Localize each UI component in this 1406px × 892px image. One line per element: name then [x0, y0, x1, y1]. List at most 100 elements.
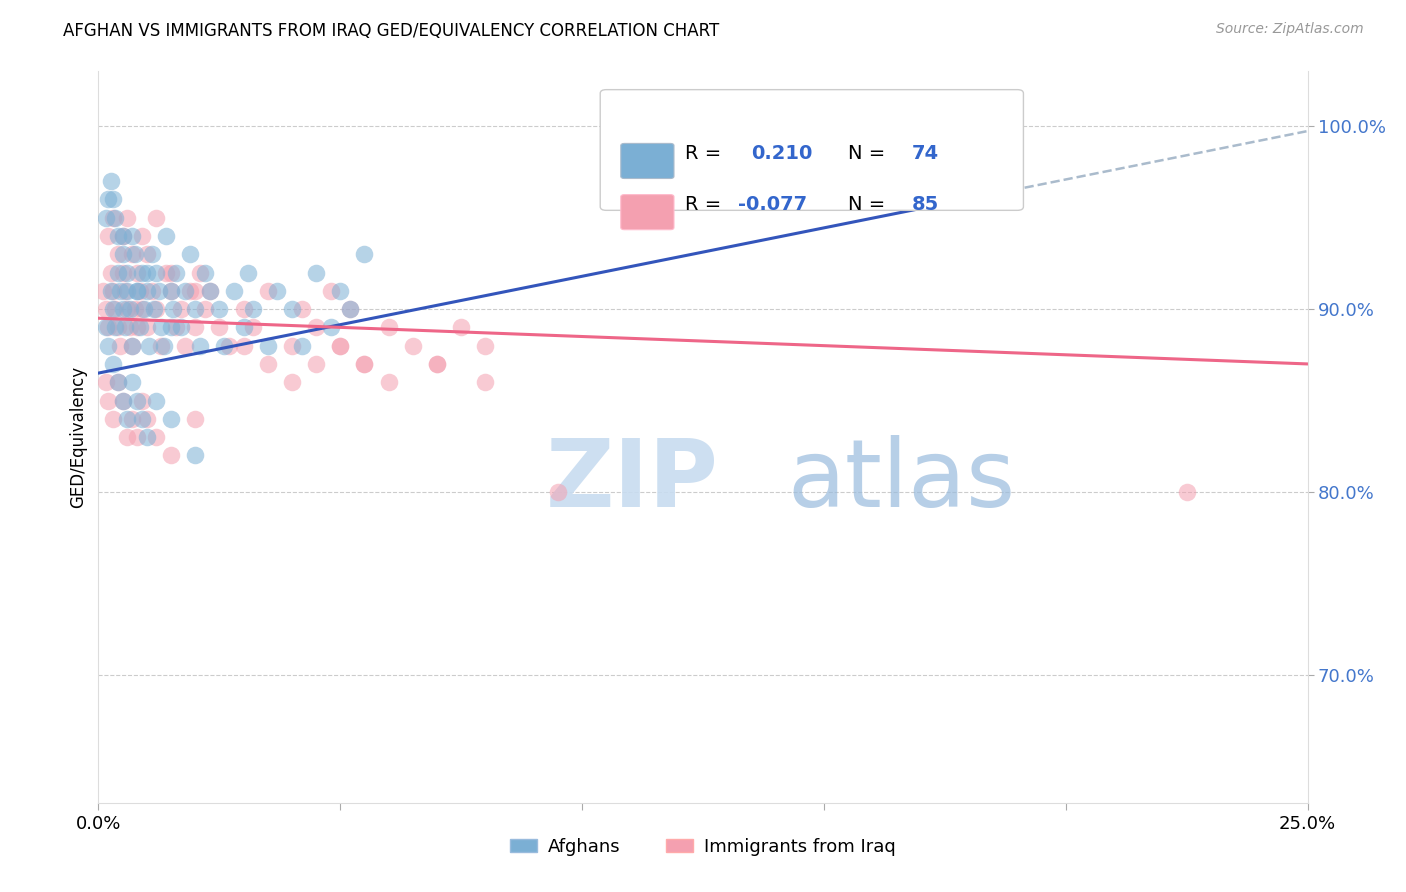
Point [179, 284, 201, 298]
Point [150, 320, 173, 334]
Point [145, 211, 167, 225]
Point [100, 266, 122, 280]
Point [127, 430, 149, 444]
Point [353, 357, 375, 371]
Text: AFGHAN VS IMMIGRANTS FROM IRAQ GED/EQUIVALENCY CORRELATION CHART: AFGHAN VS IMMIGRANTS FROM IRAQ GED/EQUIV… [63, 22, 720, 40]
Y-axis label: GED/Equivalency: GED/Equivalency [69, 366, 87, 508]
Point [104, 320, 127, 334]
Text: N =: N = [848, 195, 886, 214]
Point [165, 266, 187, 280]
Point [121, 376, 143, 390]
Point [339, 301, 361, 317]
Point [305, 266, 328, 280]
Point [121, 339, 143, 353]
Point [474, 376, 496, 390]
Point [188, 339, 211, 353]
Point [148, 284, 170, 298]
Point [114, 320, 136, 334]
Point [426, 357, 449, 371]
Point [114, 284, 136, 298]
Point [135, 266, 157, 280]
Point [222, 284, 245, 298]
Point [131, 393, 153, 408]
Point [135, 284, 157, 298]
Point [111, 247, 134, 261]
FancyBboxPatch shape [600, 90, 1024, 211]
Point [160, 284, 183, 298]
Point [329, 339, 352, 353]
Point [121, 247, 143, 261]
Point [160, 284, 183, 298]
Point [141, 247, 163, 261]
Point [339, 301, 361, 317]
Point [124, 301, 146, 317]
Point [111, 229, 134, 244]
Point [127, 393, 149, 408]
Point [118, 320, 141, 334]
Point [184, 448, 207, 462]
Point [108, 284, 131, 298]
Text: ZIP: ZIP [546, 435, 718, 527]
Point [198, 284, 221, 298]
Text: 0.210: 0.210 [751, 145, 813, 163]
Point [143, 301, 166, 317]
Point [194, 301, 217, 317]
Point [124, 247, 146, 261]
Point [169, 320, 191, 334]
Point [305, 320, 328, 334]
Point [117, 284, 139, 298]
Point [118, 301, 141, 317]
Point [174, 284, 197, 298]
Point [94, 376, 117, 390]
Point [121, 412, 143, 426]
Point [160, 412, 183, 426]
Point [117, 430, 139, 444]
Point [127, 266, 149, 280]
Point [134, 301, 156, 317]
Point [131, 229, 153, 244]
Point [111, 393, 134, 408]
Point [97, 393, 120, 408]
Point [141, 284, 163, 298]
Point [426, 357, 449, 371]
Point [208, 301, 231, 317]
Point [145, 393, 167, 408]
Point [101, 412, 124, 426]
Point [128, 284, 150, 298]
Point [108, 339, 131, 353]
Point [165, 320, 187, 334]
Point [319, 284, 342, 298]
Point [184, 412, 207, 426]
Point [131, 412, 153, 426]
Point [160, 448, 183, 462]
Point [135, 412, 157, 426]
FancyBboxPatch shape [621, 194, 673, 230]
Point [101, 357, 124, 371]
Point [97, 193, 120, 207]
Point [547, 485, 569, 500]
Point [329, 284, 352, 298]
Point [101, 211, 124, 225]
Point [377, 320, 399, 334]
Point [107, 320, 129, 334]
Point [94, 301, 117, 317]
Point [208, 320, 231, 334]
Point [127, 284, 149, 298]
Point [242, 301, 264, 317]
Point [111, 301, 134, 317]
Point [111, 266, 134, 280]
Point [188, 266, 211, 280]
FancyBboxPatch shape [621, 144, 673, 178]
Point [281, 339, 304, 353]
Point [150, 339, 173, 353]
Point [135, 430, 157, 444]
Point [155, 229, 177, 244]
Point [184, 301, 207, 317]
Point [127, 320, 149, 334]
Point [121, 229, 143, 244]
Point [232, 320, 254, 334]
Point [256, 357, 278, 371]
Point [232, 301, 254, 317]
Point [127, 284, 149, 298]
Point [162, 301, 184, 317]
